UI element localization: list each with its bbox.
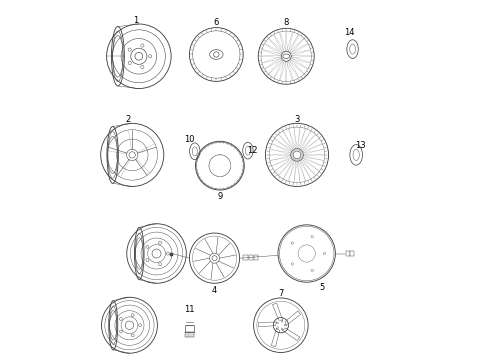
Text: 2: 2 xyxy=(126,114,131,123)
Text: 1: 1 xyxy=(133,16,138,25)
Text: 5: 5 xyxy=(319,283,325,292)
Text: 6: 6 xyxy=(214,18,219,27)
Text: 4: 4 xyxy=(212,286,217,295)
Text: 13: 13 xyxy=(356,141,366,150)
Bar xyxy=(350,251,354,256)
Bar xyxy=(243,255,247,260)
Text: 9: 9 xyxy=(217,192,222,201)
Text: 3: 3 xyxy=(294,114,300,123)
Circle shape xyxy=(209,155,231,176)
Circle shape xyxy=(273,318,289,333)
Text: 12: 12 xyxy=(247,146,257,155)
Text: 7: 7 xyxy=(278,289,284,298)
Text: 11: 11 xyxy=(184,305,195,314)
Bar xyxy=(185,332,194,337)
Text: 14: 14 xyxy=(344,28,354,37)
Bar xyxy=(185,325,194,332)
Bar xyxy=(254,255,258,260)
Text: 10: 10 xyxy=(185,135,195,144)
Bar xyxy=(248,255,253,260)
Bar xyxy=(346,251,350,256)
Text: 8: 8 xyxy=(284,18,289,27)
